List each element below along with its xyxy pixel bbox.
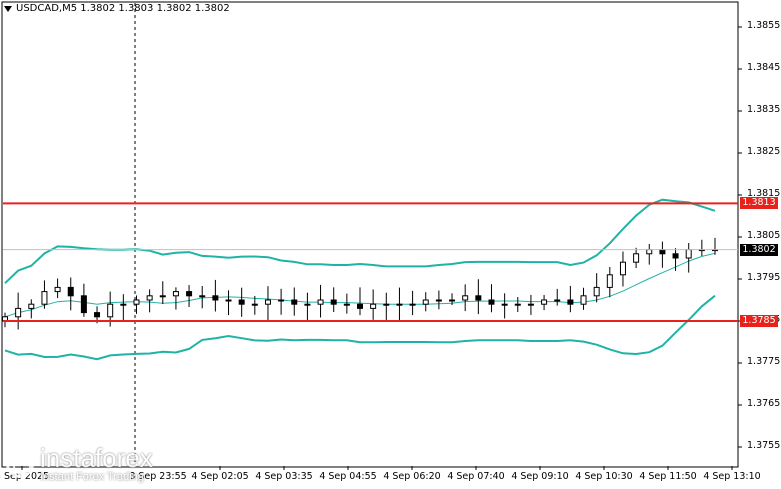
- candle-body: [120, 303, 127, 306]
- instaforex-logo-icon: [6, 450, 34, 478]
- time-tick-label: 4 Sep 04:55: [319, 471, 377, 482]
- candle-body: [186, 291, 193, 297]
- candle-body: [146, 295, 153, 301]
- candle-body: [633, 253, 640, 263]
- candle-body: [199, 295, 206, 298]
- candle-body: [80, 295, 87, 314]
- price-tick-label: 1.3765: [747, 398, 781, 409]
- candles: [2, 237, 718, 330]
- chart-header: USDCAD,M5 1.3802 1.3803 1.3802 1.3802: [4, 3, 230, 14]
- candle-body: [133, 299, 140, 305]
- candle-body: [94, 312, 101, 318]
- candle-body: [41, 291, 48, 305]
- candle-body: [54, 286, 61, 293]
- price-tick-label: 1.3835: [747, 104, 781, 115]
- candle-body: [606, 274, 613, 288]
- dropdown-triangle-icon[interactable]: [4, 5, 12, 12]
- symbol-info: USDCAD,M5 1.3802 1.3803 1.3802 1.3802: [16, 3, 230, 14]
- candle-body: [67, 286, 74, 297]
- price-tick-label: 1.3815: [747, 188, 781, 199]
- candle-body: [409, 303, 416, 306]
- time-tick-label: 4 Sep 10:30: [575, 471, 633, 482]
- price-tick-label: 1.3795: [747, 272, 781, 283]
- candle-body: [501, 303, 508, 306]
- price-tick-label: 1.3855: [747, 20, 781, 31]
- time-tick-label: 4 Sep 03:35: [255, 471, 313, 482]
- candle-body: [646, 249, 653, 255]
- candle-body: [330, 299, 337, 305]
- candle-body: [475, 295, 482, 301]
- candle-body: [488, 299, 495, 305]
- candle-body: [343, 303, 350, 306]
- candle-body: [317, 299, 324, 305]
- candle-body: [264, 299, 271, 305]
- candle-body: [251, 303, 258, 306]
- candle-body: [672, 253, 679, 259]
- time-tick-label-partial: 3 Sep 23:55: [129, 471, 187, 482]
- resistance-price-tag: 1.3813: [740, 197, 778, 210]
- candle-body: [28, 303, 35, 309]
- candle-body: [370, 303, 377, 309]
- time-tick-label: 4 Sep 07:40: [447, 471, 505, 482]
- support-price-tag: 1.3785: [740, 315, 778, 327]
- current-price-tag: 1.3802: [740, 243, 778, 256]
- watermark-brand: instaforex: [40, 443, 153, 473]
- candle-body: [304, 303, 311, 306]
- price-tick-label: 1.3825: [747, 146, 781, 157]
- candle-body: [462, 295, 469, 301]
- price-tick-label: 1.3755: [747, 440, 781, 451]
- time-tick-label: 4 Sep 13:10: [703, 471, 761, 482]
- candle-body: [449, 299, 456, 302]
- candle-body: [593, 286, 600, 297]
- candle-body: [291, 299, 298, 305]
- time-tick-label: 4 Sep 02:05: [191, 471, 249, 482]
- instaforex-watermark: instaforex Instant Forex Trading: [6, 445, 153, 483]
- price-tick-label: 1.3805: [747, 230, 781, 241]
- candle-body: [685, 249, 692, 259]
- time-tick-label: 4 Sep 06:20: [383, 471, 441, 482]
- candle-body: [422, 299, 429, 305]
- candle-body: [212, 295, 219, 301]
- watermark-tagline: Instant Forex Trading: [40, 471, 144, 483]
- plot-border: [1, 1, 739, 468]
- candle-body: [435, 299, 442, 302]
- bollinger-lower: [4, 294, 716, 361]
- price-tick-label: 1.3775: [747, 356, 781, 367]
- candle-body: [15, 307, 22, 318]
- price-tick-label: 1.3845: [747, 62, 781, 73]
- candle-body: [396, 303, 403, 306]
- candle-body: [567, 299, 574, 305]
- candle-body: [619, 261, 626, 276]
- candle-body: [659, 249, 666, 255]
- candle-body: [238, 299, 245, 305]
- price-axis: [738, 26, 742, 448]
- candle-body: [357, 303, 363, 309]
- candle-body: [554, 299, 561, 302]
- candle-body: [172, 291, 179, 297]
- candle-body: [278, 299, 285, 302]
- candle-body: [383, 303, 390, 306]
- candle-body: [107, 303, 114, 318]
- candle-body: [541, 299, 548, 305]
- candle-body: [527, 303, 534, 306]
- candle-body: [159, 295, 166, 298]
- candle-body: [514, 303, 521, 306]
- candle-body: [225, 299, 232, 302]
- time-tick-label: 4 Sep 09:10: [511, 471, 569, 482]
- time-tick-label: 4 Sep 11:50: [639, 471, 697, 482]
- candle-body: [580, 295, 587, 305]
